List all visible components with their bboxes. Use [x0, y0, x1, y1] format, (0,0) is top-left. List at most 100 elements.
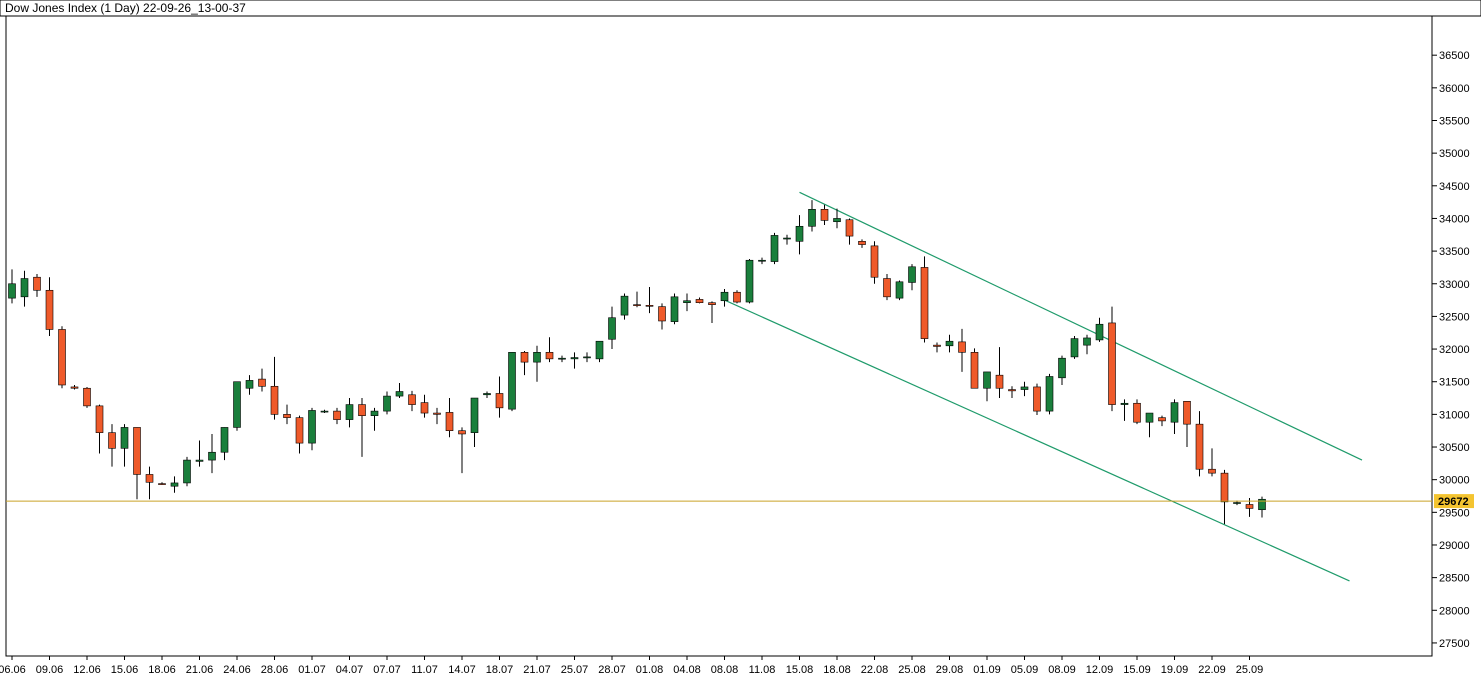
- candle-body-up: [608, 317, 616, 340]
- candle: [245, 375, 254, 395]
- y-axis: 27500 28000 28500 29000 29500 30000 30500 31000…: [1432, 50, 1470, 650]
- candle-body-up: [833, 218, 841, 223]
- x-tick-label: 28.06: [261, 664, 289, 676]
- candle-body-up: [370, 410, 379, 416]
- candle: [770, 232, 779, 265]
- x-tick-label: 25.07: [561, 664, 589, 676]
- x-tick-label: 22.09: [1198, 664, 1226, 676]
- candle: [108, 424, 116, 467]
- candle: [708, 301, 716, 323]
- candle: [345, 398, 354, 428]
- candle: [133, 427, 141, 500]
- x-tick-label: 04.07: [336, 664, 364, 676]
- y-tick-label: 32500: [1439, 311, 1470, 323]
- candle-body-up: [595, 340, 604, 360]
- candle-body-up: [245, 380, 254, 389]
- candle: [783, 234, 791, 245]
- candle: [45, 277, 54, 336]
- candle-body-up: [483, 393, 491, 396]
- candle-body-up: [383, 395, 391, 412]
- x-tick-label: 28.07: [598, 664, 626, 676]
- candle: [258, 368, 266, 392]
- candle-body-up: [1120, 402, 1129, 405]
- candle: [808, 200, 816, 232]
- candle-body-down: [658, 306, 666, 322]
- candle-body-down: [633, 304, 641, 306]
- candle-body-up: [508, 352, 516, 410]
- candle-body-up: [583, 356, 591, 359]
- x-tick-label: 21.07: [523, 664, 551, 676]
- candle-body-down: [333, 410, 341, 420]
- candle-body-down: [933, 344, 941, 347]
- y-tick-label: 34500: [1439, 181, 1470, 193]
- candle-body-up: [470, 397, 479, 433]
- x-tick-label: 18.08: [823, 664, 851, 676]
- candle-body-down: [133, 427, 141, 475]
- candle: [8, 269, 16, 304]
- candle: [395, 383, 404, 399]
- y-tick-label: 32000: [1439, 344, 1470, 356]
- x-tick-label: 04.08: [673, 664, 701, 676]
- candle-body-down: [408, 394, 416, 405]
- candle-body-up: [170, 482, 179, 487]
- candle-body-down: [733, 291, 741, 303]
- candle-body-up: [895, 281, 904, 299]
- x-tick-label: 07.07: [373, 664, 401, 676]
- candle-body-down: [295, 417, 304, 444]
- candle-body-up: [208, 451, 216, 461]
- candle: [1183, 401, 1191, 448]
- candle: [483, 391, 491, 399]
- candle: [95, 404, 104, 454]
- x-tick-label: 15.08: [786, 664, 814, 676]
- y-tick-label: 31000: [1439, 409, 1470, 421]
- x-tick-label: 29.08: [936, 664, 964, 676]
- candle: [695, 297, 704, 304]
- candle-body-down: [145, 474, 154, 483]
- candle-body-down: [695, 299, 704, 303]
- candle: [908, 264, 916, 291]
- x-tick-label: 05.09: [1011, 664, 1039, 676]
- candle: [595, 340, 604, 363]
- candle: [858, 239, 866, 248]
- candle: [645, 287, 654, 314]
- candle-body-down: [520, 352, 529, 363]
- x-tick-label: 15.09: [1123, 664, 1151, 676]
- candle: [508, 352, 516, 412]
- candle: [1220, 469, 1229, 525]
- candle-body-up: [1083, 337, 1091, 346]
- y-tick-label: 35000: [1439, 148, 1470, 160]
- candle-body-up: [1170, 402, 1179, 423]
- candle-body-up: [8, 283, 16, 299]
- x-tick-label: 09.06: [36, 664, 64, 676]
- candle-body-up: [233, 381, 241, 428]
- candle: [1170, 399, 1179, 434]
- candle: [308, 407, 316, 451]
- candle: [70, 384, 79, 390]
- candle-body-up: [195, 459, 204, 462]
- candle-body-down: [1133, 402, 1141, 423]
- x-tick-label: 12.09: [1086, 664, 1114, 676]
- candle-body-up: [20, 278, 29, 298]
- candle-body-down: [270, 385, 279, 415]
- candle: [1120, 399, 1129, 421]
- candle: [270, 356, 279, 420]
- candle-body-up: [1145, 412, 1154, 423]
- candle-body-up: [183, 459, 191, 484]
- x-tick-label: 01.07: [298, 664, 326, 676]
- candle-body-up: [1058, 357, 1066, 379]
- candle: [1083, 334, 1091, 355]
- y-tick-label: 35500: [1439, 115, 1470, 127]
- y-tick-label: 34000: [1439, 213, 1470, 225]
- candle: [1070, 336, 1079, 359]
- candle: [383, 391, 391, 415]
- x-tick-label: 06.06: [0, 664, 26, 676]
- candle: [658, 303, 666, 330]
- candle: [583, 352, 591, 363]
- y-tick-label: 36500: [1439, 50, 1470, 62]
- candle: [1020, 381, 1029, 397]
- candle: [683, 293, 691, 312]
- candle: [20, 270, 29, 307]
- candle: [958, 328, 966, 372]
- candle: [745, 258, 754, 304]
- candle-body-down: [870, 245, 879, 278]
